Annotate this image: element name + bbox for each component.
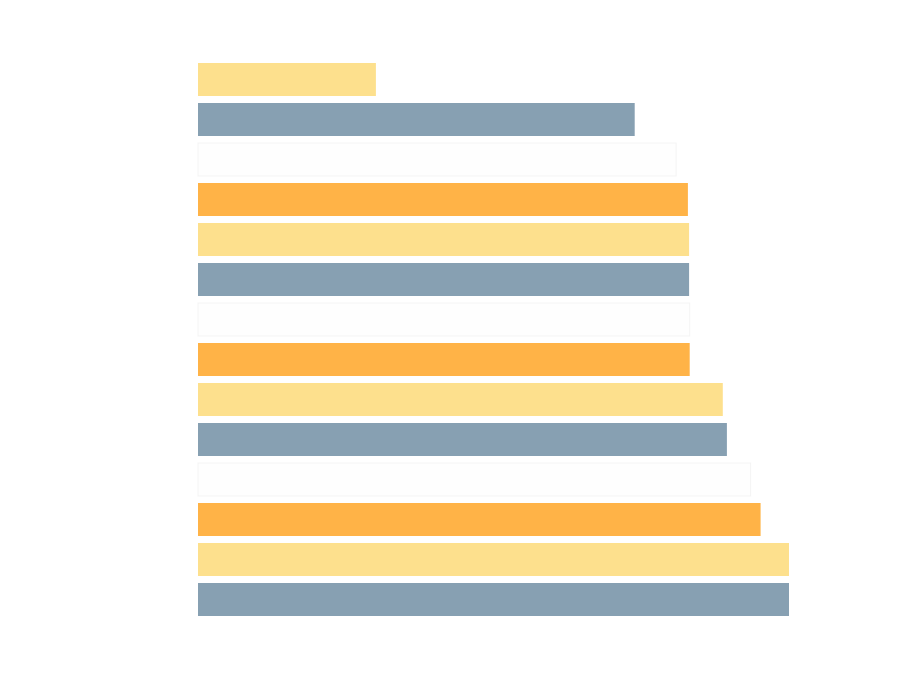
bars-group <box>197 63 789 616</box>
bar-9 <box>198 383 723 416</box>
bar-10 <box>198 423 727 456</box>
bar-13 <box>198 543 789 576</box>
bar-1 <box>198 63 376 96</box>
bar-12 <box>198 503 761 536</box>
bar-3 <box>197 142 677 177</box>
bar-5 <box>198 223 690 256</box>
bar-6 <box>198 263 690 296</box>
bar-14 <box>198 583 789 616</box>
bar-4 <box>198 183 688 216</box>
bar-2 <box>198 103 635 136</box>
bar-8 <box>198 343 690 376</box>
bar-7 <box>197 302 691 337</box>
bar-11 <box>197 462 752 497</box>
